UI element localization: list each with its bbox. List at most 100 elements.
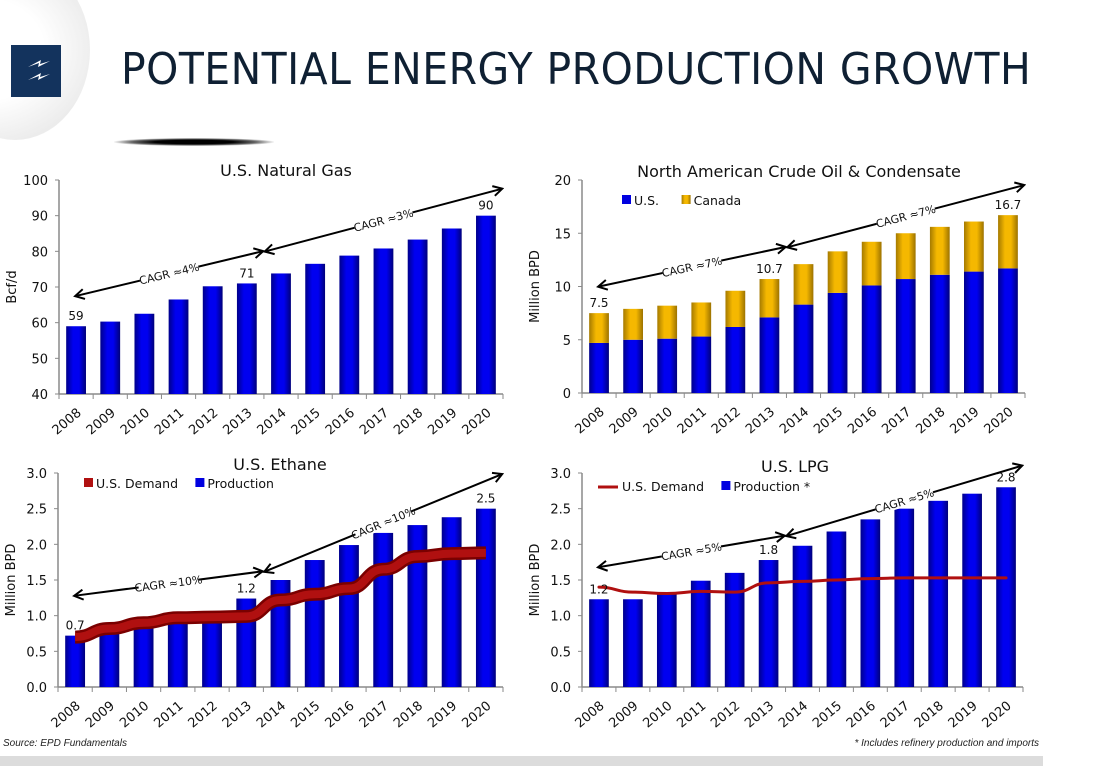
x-tick-label: 2015 — [811, 405, 846, 438]
bar-u-s-2011 — [691, 336, 712, 393]
x-tick-label: 2016 — [323, 699, 358, 732]
bar-canada-2016 — [861, 241, 882, 286]
data-label: 1.2 — [589, 582, 608, 596]
company-logo — [11, 45, 61, 97]
x-tick-label: 2010 — [640, 699, 675, 732]
x-tick-label: 2017 — [357, 406, 392, 439]
footnote: * Includes refinery production and impor… — [854, 738, 1039, 749]
bar-production-2020 — [475, 508, 496, 687]
chart-title: U.S. Ethane — [233, 455, 326, 474]
x-tick-label: 2012 — [186, 406, 221, 439]
y-axis-label: Bcf/d — [5, 270, 20, 303]
cagr-label-bg — [874, 200, 937, 230]
page-title: POTENTIAL ENERGY PRODUCTION GROWTH — [121, 44, 1032, 95]
bar-canada-2014 — [793, 264, 814, 305]
bar-production-2019 — [441, 517, 462, 687]
y-tick-label: 80 — [31, 245, 48, 260]
y-tick-label: 1.5 — [26, 574, 47, 589]
bar-u-s-2014 — [793, 304, 814, 393]
bar-canada-2015 — [827, 251, 848, 293]
x-tick-label: 2010 — [641, 405, 676, 438]
bar-u-s-2020 — [998, 268, 1018, 393]
data-label: 1.8 — [759, 543, 778, 557]
data-label: 7.5 — [589, 296, 608, 310]
bar-u-s-natural-gas-2014 — [271, 273, 291, 394]
cagr-label-bg — [352, 204, 414, 234]
legend-label: Production * — [733, 479, 810, 494]
cagr-label-bg — [660, 538, 722, 563]
x-tick-label: 2016 — [845, 405, 880, 438]
bar-u-s-natural-gas-2009 — [100, 321, 121, 394]
x-tick-label: 2016 — [844, 699, 879, 732]
x-tick-label: 2018 — [391, 406, 426, 439]
x-tick-label: 2017 — [357, 699, 392, 732]
cagr-label: CAGR ≈4% — [138, 261, 201, 288]
source-note: Source: EPD Fundamentals — [3, 738, 127, 749]
bar-u-s-natural-gas-2010 — [134, 313, 155, 394]
bar-u-s-natural-gas-2016 — [339, 255, 360, 394]
legend-square-swatch — [681, 195, 691, 204]
x-tick-label: 2008 — [49, 699, 84, 732]
y-axis-label: Million BPD — [528, 544, 543, 617]
bar-u-s-2013 — [759, 317, 780, 393]
y-tick-label: 90 — [31, 210, 48, 225]
x-tick-label: 2019 — [425, 699, 460, 732]
bar-u-s-natural-gas-2020 — [476, 215, 496, 394]
x-tick-label: 2008 — [573, 405, 608, 438]
chart-ethane: U.S. Ethane 0.0 0.5 1.0 1.5 2.0 2.5 3.0 Million … — [4, 455, 503, 731]
legend: U.S. Demand Production — [84, 476, 274, 491]
bar-production-2017 — [894, 508, 915, 687]
x-tick-label: 2017 — [878, 699, 913, 732]
bar-u-s-natural-gas-2018 — [407, 239, 428, 394]
x-tick-label: 2020 — [459, 699, 494, 732]
legend-label: Production — [207, 476, 274, 491]
bar-u-s-2017 — [895, 279, 916, 393]
cagr-label: CAGR ≈7% — [875, 203, 938, 231]
x-tick-label: 2020 — [980, 699, 1015, 732]
x-tick-label: 2009 — [83, 699, 118, 732]
bar-u-s-natural-gas-2017 — [373, 248, 394, 394]
y-tick-label: 3.0 — [550, 467, 571, 482]
bar-production-2018 — [407, 525, 428, 687]
x-tick-label: 2018 — [913, 405, 948, 438]
bar-production-2015 — [304, 560, 325, 687]
x-tick-label: 2012 — [708, 699, 743, 732]
y-axis-label: Million BPD — [528, 250, 543, 323]
bar-production-2012 — [724, 572, 745, 687]
legend-label: Canada — [694, 193, 742, 208]
bar-canada-2017 — [895, 233, 916, 280]
bar-production-2012 — [202, 615, 222, 687]
data-label: 16.7 — [995, 198, 1022, 212]
y-tick-label: 0.5 — [26, 645, 47, 660]
bar-u-s-2018 — [929, 274, 950, 393]
y-axis-label: Million BPD — [4, 544, 19, 617]
x-tick-label: 2008 — [573, 699, 608, 732]
chart-title: U.S. Natural Gas — [220, 161, 352, 180]
bar-u-s-2012 — [725, 326, 746, 393]
x-tick-label: 2020 — [982, 405, 1017, 438]
x-tick-label: 2018 — [912, 699, 947, 732]
y-tick-label: 50 — [31, 352, 48, 367]
y-tick-label: 0.0 — [26, 681, 47, 696]
x-tick-label: 2011 — [152, 406, 187, 439]
x-tick-label: 2013 — [220, 699, 255, 732]
legend: U.S. Demand Production * — [598, 479, 810, 494]
bar-production-2014 — [792, 545, 813, 687]
demand-line — [597, 576, 1008, 596]
lightning-icon — [28, 60, 50, 80]
bar-production-2020 — [996, 487, 1016, 687]
bar-production-2016 — [860, 519, 881, 687]
x-tick-label: 2015 — [288, 699, 323, 732]
data-label: 71 — [239, 266, 254, 280]
x-tick-label: 2014 — [776, 699, 811, 732]
y-tick-label: 15 — [554, 227, 571, 242]
y-tick-label: 20 — [554, 174, 571, 189]
x-tick-label: 2013 — [743, 405, 778, 438]
data-label: 90 — [478, 199, 493, 213]
bottom-band — [0, 756, 1043, 766]
x-tick-label: 2016 — [323, 406, 358, 439]
x-tick-label: 2013 — [220, 406, 255, 439]
y-tick-label: 2.0 — [550, 538, 571, 553]
x-tick-label: 2014 — [255, 406, 290, 439]
legend-label: U.S. — [634, 193, 659, 208]
